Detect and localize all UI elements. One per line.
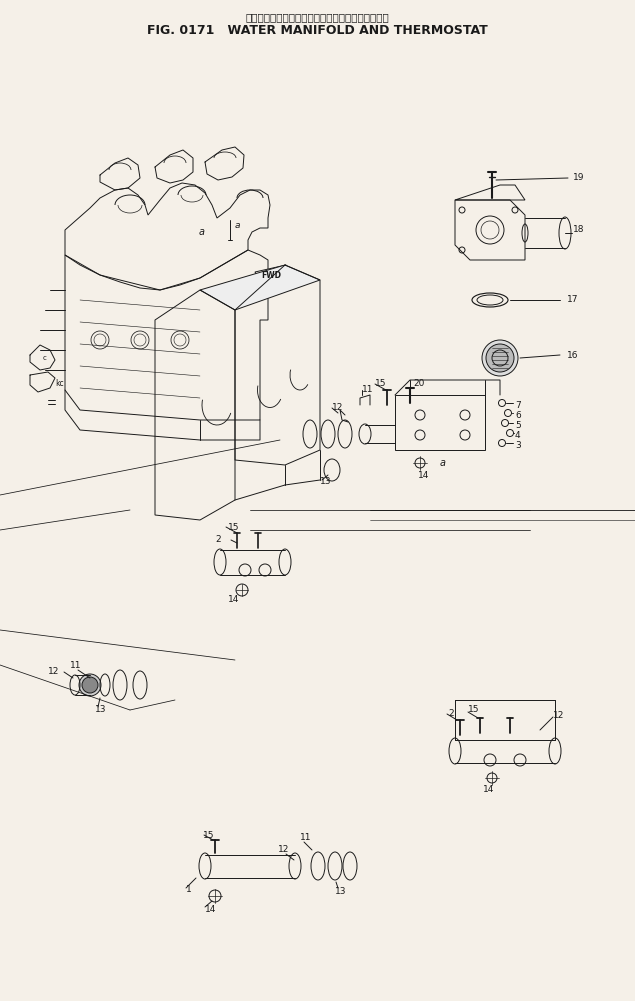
Text: FWD: FWD bbox=[261, 271, 281, 280]
Text: c: c bbox=[43, 355, 47, 361]
Text: 3: 3 bbox=[515, 440, 521, 449]
Text: FIG. 0171   WATER MANIFOLD AND THERMOSTAT: FIG. 0171 WATER MANIFOLD AND THERMOSTAT bbox=[147, 24, 488, 37]
Text: 15: 15 bbox=[375, 379, 387, 388]
Text: 12: 12 bbox=[278, 846, 290, 855]
Text: 14: 14 bbox=[418, 470, 429, 479]
Text: 1: 1 bbox=[186, 886, 192, 895]
Text: kc: kc bbox=[56, 378, 64, 387]
Text: 17: 17 bbox=[567, 295, 578, 304]
Text: 15: 15 bbox=[468, 706, 479, 715]
Text: 7: 7 bbox=[515, 400, 521, 409]
Text: a: a bbox=[199, 227, 205, 237]
Text: 14: 14 bbox=[483, 786, 495, 795]
Text: 12: 12 bbox=[48, 668, 60, 677]
Text: a: a bbox=[440, 458, 446, 468]
Text: 12: 12 bbox=[553, 711, 565, 720]
Bar bbox=[395, 395, 485, 450]
Text: 13: 13 bbox=[320, 477, 331, 486]
Text: 15: 15 bbox=[203, 831, 215, 840]
Text: 13: 13 bbox=[95, 706, 107, 715]
Circle shape bbox=[82, 677, 98, 693]
Text: 19: 19 bbox=[573, 173, 584, 182]
Text: 11: 11 bbox=[70, 661, 81, 670]
Text: 16: 16 bbox=[567, 350, 578, 359]
Polygon shape bbox=[200, 265, 320, 310]
Text: a: a bbox=[235, 220, 241, 229]
Text: ウォータ　マニホールド　および　サーモスタット: ウォータ マニホールド および サーモスタット bbox=[245, 12, 389, 22]
Text: 2: 2 bbox=[215, 536, 220, 545]
Text: 4: 4 bbox=[515, 430, 521, 439]
Text: 15: 15 bbox=[228, 523, 239, 532]
Text: 12: 12 bbox=[332, 403, 344, 412]
Text: 14: 14 bbox=[228, 596, 239, 605]
Text: 18: 18 bbox=[573, 225, 584, 234]
Polygon shape bbox=[255, 265, 292, 285]
Circle shape bbox=[79, 674, 101, 696]
Text: 20: 20 bbox=[413, 378, 424, 387]
Text: 14: 14 bbox=[205, 906, 217, 915]
Circle shape bbox=[482, 340, 518, 376]
Text: 2: 2 bbox=[448, 710, 453, 719]
Text: 6: 6 bbox=[515, 410, 521, 419]
Circle shape bbox=[486, 344, 514, 372]
Text: 13: 13 bbox=[335, 888, 347, 897]
Text: 5: 5 bbox=[515, 420, 521, 429]
Text: 11: 11 bbox=[362, 385, 373, 394]
Text: 11: 11 bbox=[300, 834, 312, 843]
